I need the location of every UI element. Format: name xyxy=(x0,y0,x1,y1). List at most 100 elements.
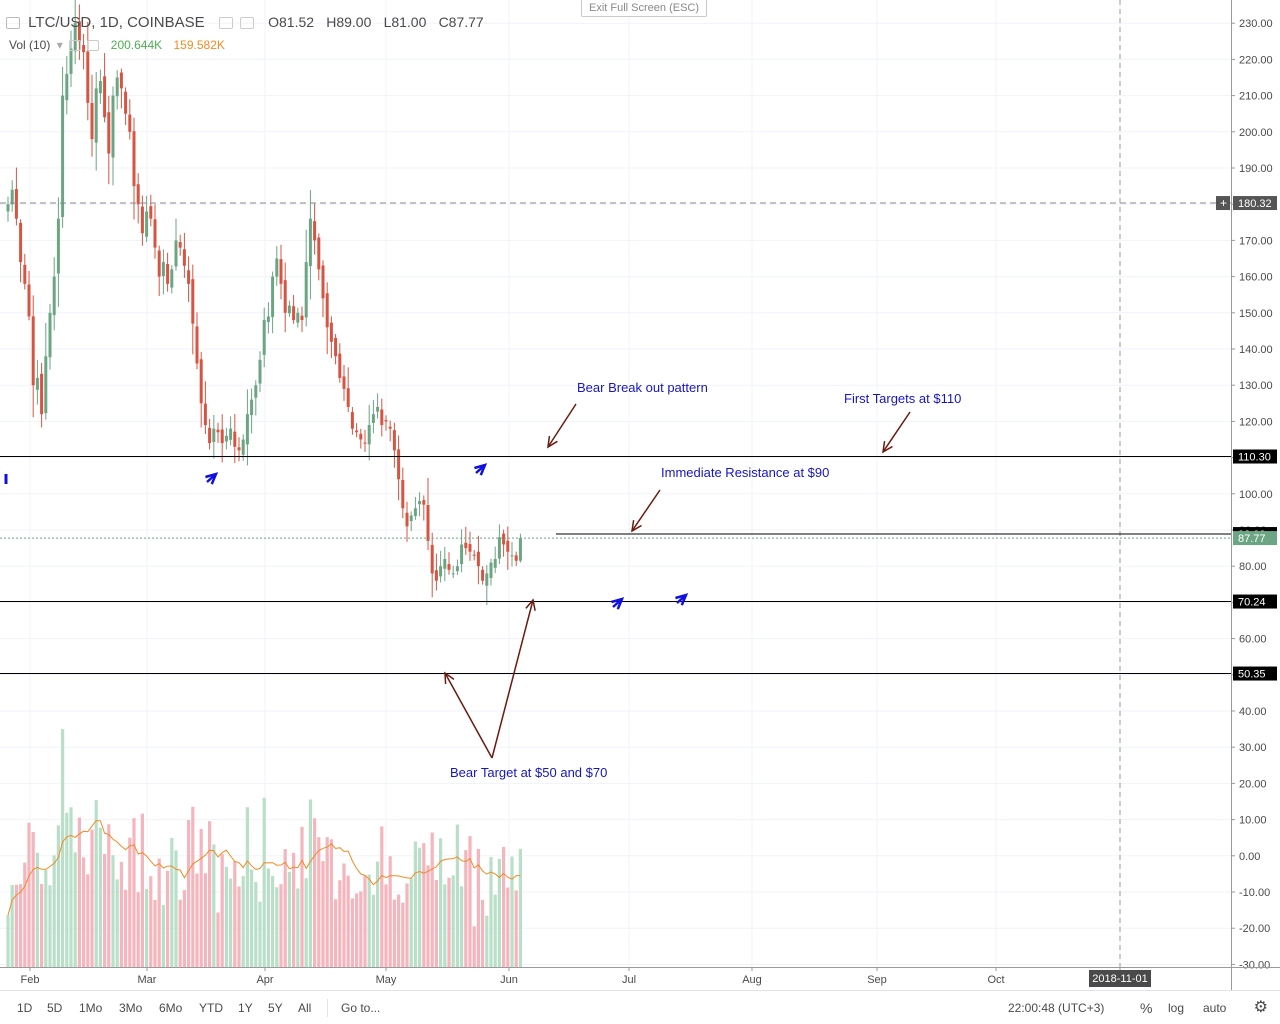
legend-close-icon[interactable] xyxy=(239,17,254,30)
time-axis[interactable]: Feb Mar Apr May Jun Jul Aug Sep Oct 2018-11-01 xyxy=(0,967,1280,987)
candle-body xyxy=(287,305,291,314)
volume-bar xyxy=(187,819,191,967)
volume-value: 200.644K xyxy=(110,38,163,52)
volume-bar xyxy=(170,837,174,967)
percent-toggle[interactable]: % xyxy=(1140,1000,1153,1016)
candle-body xyxy=(313,221,317,241)
close-value: C87.77 xyxy=(438,14,484,30)
range-1d-button[interactable]: 1D xyxy=(17,1001,33,1015)
auto-toggle[interactable]: auto xyxy=(1203,1001,1227,1015)
line-price-label-bg xyxy=(1233,666,1277,681)
candle-body xyxy=(262,320,266,355)
line-price-label-bg xyxy=(1233,196,1277,211)
annotation-arrow-line xyxy=(444,672,493,759)
volume-bar xyxy=(506,887,510,967)
candle-body xyxy=(292,306,296,321)
volume-bar xyxy=(514,890,518,967)
candle-body xyxy=(224,435,228,442)
candle-body xyxy=(350,412,354,429)
volume-bar xyxy=(48,885,52,967)
candle-body xyxy=(27,284,31,317)
volume-bar xyxy=(254,882,258,967)
volume-bar xyxy=(6,915,10,967)
volume-bar xyxy=(65,812,69,967)
volume-bar xyxy=(23,862,27,967)
y-tick-label: 10.00 xyxy=(1239,815,1267,827)
annotation-arrowhead xyxy=(882,441,893,454)
x-tick-label: Sep xyxy=(867,974,887,986)
candle-body xyxy=(245,414,249,445)
candle-body xyxy=(23,264,27,284)
price-chart[interactable]: Bear Break out pattern First Targets at $… xyxy=(0,0,1280,990)
candle-body xyxy=(94,88,98,143)
volume-bar xyxy=(468,836,472,967)
range-3mo-button[interactable]: 3Mo xyxy=(119,1001,143,1015)
range-1y-button[interactable]: 1Y xyxy=(238,1001,253,1015)
annotation-text: Bear Break out pattern xyxy=(577,380,708,395)
log-toggle[interactable]: log xyxy=(1168,1001,1185,1015)
y-tick-label: 60.00 xyxy=(1239,634,1267,646)
chart-grid xyxy=(0,0,1231,967)
volume-bar xyxy=(128,837,132,967)
volume-settings-icon[interactable] xyxy=(69,40,82,52)
volume-bars xyxy=(6,729,522,967)
candle-body xyxy=(489,562,493,578)
y-tick-label: 30.00 xyxy=(1239,742,1267,754)
volume-bar xyxy=(161,905,165,967)
add-alert-icon xyxy=(1216,196,1230,211)
volume-bar xyxy=(300,826,304,967)
candle-body xyxy=(187,270,191,284)
range-all-button[interactable]: All xyxy=(298,1001,312,1015)
volume-bar xyxy=(44,870,48,967)
volume-bar xyxy=(325,837,329,967)
range-6mo-button[interactable]: 6Mo xyxy=(159,1001,183,1015)
volume-bar xyxy=(77,817,81,967)
x-crosshair-label-bg xyxy=(1089,970,1151,987)
y-tick-label: 120.00 xyxy=(1239,416,1273,428)
legend-settings-icon[interactable] xyxy=(218,17,233,30)
candle-body xyxy=(233,431,237,447)
candle-body xyxy=(86,51,90,103)
volume-bar xyxy=(107,824,111,967)
chevron-down-icon[interactable]: ▾ xyxy=(56,38,63,52)
volume-bar xyxy=(115,879,119,967)
y-tick-label: 80.00 xyxy=(1239,561,1267,573)
volume-bar xyxy=(203,873,207,967)
volume-close-icon[interactable] xyxy=(87,40,100,52)
price-axis[interactable]: 230.00220.00210.00200.00190.00180.00170.… xyxy=(1216,0,1277,990)
candle-body xyxy=(376,406,380,412)
exit-fullscreen-button[interactable]: Exit Full Screen (ESC) xyxy=(581,0,707,17)
candle-body xyxy=(346,388,350,407)
candle-body xyxy=(166,263,170,284)
candle-body xyxy=(401,479,405,509)
volume-bar xyxy=(266,868,270,967)
volume-bar xyxy=(283,849,287,967)
range-5d-button[interactable]: 5D xyxy=(47,1001,63,1015)
volume-bar xyxy=(166,870,170,967)
gear-icon[interactable]: ⚙ xyxy=(1253,999,1268,1016)
volume-bar xyxy=(111,855,115,967)
annotation-arrowhead xyxy=(631,520,642,533)
x-tick-label: Mar xyxy=(138,974,157,986)
volume-bar xyxy=(510,856,514,967)
y-tick-label: 150.00 xyxy=(1239,308,1273,320)
volume-bar xyxy=(86,874,90,967)
candle-body xyxy=(342,376,346,389)
candle-body xyxy=(69,48,73,74)
y-tick-label: 40.00 xyxy=(1239,706,1267,718)
candle-body xyxy=(216,429,220,433)
volume-bar xyxy=(178,899,182,967)
range-ytd-button[interactable]: YTD xyxy=(199,1001,223,1015)
volume-bar xyxy=(476,848,480,967)
y-tick-label: 140.00 xyxy=(1239,344,1273,356)
goto-button[interactable]: Go to... xyxy=(341,1001,381,1015)
candle-body xyxy=(384,420,388,422)
range-5y-button[interactable]: 5Y xyxy=(268,1001,283,1015)
volume-bar xyxy=(149,876,153,967)
line-price-label-bg xyxy=(1233,449,1277,464)
y-tick-label: -30.00 xyxy=(1239,959,1270,971)
range-1mo-button[interactable]: 1Mo xyxy=(79,1001,103,1015)
candle-body xyxy=(195,326,199,364)
candle-body xyxy=(161,262,165,277)
volume-ma-value: 159.582K xyxy=(173,38,225,52)
